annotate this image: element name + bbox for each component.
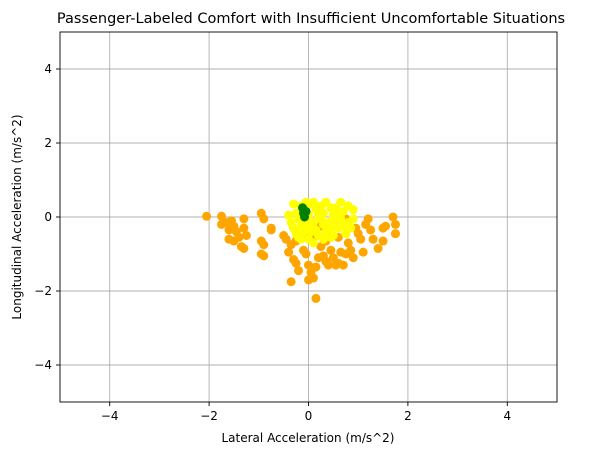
data-point: [346, 245, 356, 255]
data-point: [239, 223, 249, 233]
data-point: [259, 251, 269, 261]
data-point: [241, 231, 251, 240]
data-point: [259, 214, 269, 224]
data-point: [388, 212, 398, 222]
data-point: [239, 214, 249, 224]
data-point: [308, 218, 318, 228]
data-point: [313, 203, 323, 213]
data-point: [284, 247, 294, 257]
data-point: [308, 238, 318, 248]
data-point: [373, 243, 383, 253]
data-point: [259, 240, 269, 250]
data-point: [366, 225, 376, 235]
data-point: [304, 260, 313, 270]
data-point: [234, 232, 244, 242]
data-point: [390, 229, 400, 239]
data-point: [239, 243, 249, 253]
data-point: [311, 293, 321, 303]
data-point: [333, 208, 343, 218]
y-axis-label: Longitudinal Acceleration (m/s^2): [10, 114, 24, 319]
data-point: [358, 247, 368, 257]
data-point: [326, 232, 336, 242]
data-point: [266, 225, 276, 235]
chart-title: Passenger-Labeled Comfort with Insuffici…: [57, 11, 565, 27]
data-point: [326, 245, 336, 255]
x-tick-label: 0: [305, 409, 313, 423]
data-point: [318, 234, 328, 244]
data-point: [311, 262, 321, 272]
data-point: [286, 277, 296, 287]
data-point: [348, 253, 358, 263]
data-point: [378, 236, 388, 246]
data-point: [368, 234, 378, 244]
x-tick-label: −2: [200, 409, 218, 423]
data-point: [346, 223, 356, 233]
data-point: [294, 266, 304, 276]
data-point: [202, 211, 212, 221]
data-point: [301, 249, 311, 259]
axis-ticks: −4 −2 0 2 4 −4 −2 0 2 4: [34, 62, 511, 423]
y-tick-label: 0: [44, 210, 52, 224]
data-point: [348, 205, 358, 215]
data-point: [338, 260, 348, 270]
data-point: [323, 260, 333, 270]
y-tick-label: 4: [44, 62, 52, 76]
data-point: [343, 238, 353, 248]
data-point: [289, 199, 299, 209]
x-tick-label: 2: [404, 409, 412, 423]
x-axis-label: Lateral Acceleration (m/s^2): [222, 431, 395, 445]
data-point: [308, 273, 318, 283]
data-point: [291, 258, 301, 268]
data-point: [381, 221, 391, 231]
data-point: [336, 197, 346, 207]
data-point: [390, 219, 400, 229]
y-tick-label: −4: [34, 358, 52, 372]
data-point: [363, 214, 373, 224]
y-tick-label: −2: [34, 284, 52, 298]
data-point: [348, 214, 358, 224]
data-points: [202, 197, 400, 303]
data-point: [298, 203, 308, 213]
x-tick-label: 4: [503, 409, 511, 423]
data-point: [217, 211, 227, 221]
x-tick-label: −4: [101, 409, 119, 423]
data-point: [356, 234, 366, 244]
data-point: [284, 210, 294, 220]
y-tick-label: 2: [44, 136, 52, 150]
data-point: [296, 234, 306, 244]
data-point: [326, 223, 336, 233]
grid: [60, 32, 557, 402]
